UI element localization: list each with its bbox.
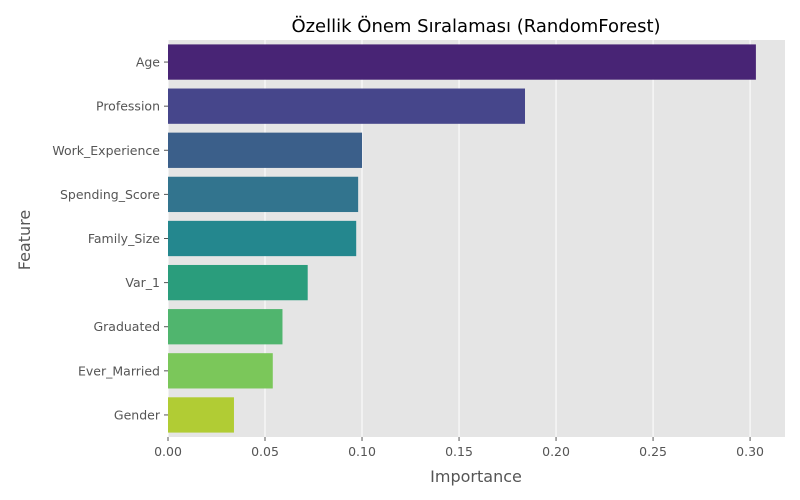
y-tick-label: Profession — [96, 99, 160, 114]
x-tick-label: 0.10 — [348, 444, 376, 459]
x-tick-label: 0.30 — [736, 444, 764, 459]
bar-gender — [168, 397, 234, 433]
x-axis-ticks: 0.00 0.05 0.10 0.15 0.20 0.25 0.30 — [154, 437, 764, 459]
x-axis-label: Importance — [430, 467, 522, 486]
y-axis-label: Feature — [15, 210, 34, 270]
x-tick-label: 0.00 — [154, 444, 182, 459]
x-tick-label: 0.15 — [445, 444, 473, 459]
x-tick-label: 0.05 — [251, 444, 279, 459]
y-tick-label: Ever_Married — [78, 363, 160, 378]
bar-work-experience — [168, 132, 363, 168]
y-tick-label: Graduated — [93, 319, 160, 334]
y-tick-label: Work_Experience — [52, 143, 160, 158]
x-tick-label: 0.20 — [542, 444, 570, 459]
bar-ever-married — [168, 353, 273, 389]
bars — [168, 44, 756, 433]
y-tick-label: Spending_Score — [60, 187, 160, 202]
bar-age — [168, 44, 756, 80]
bar-profession — [168, 88, 526, 124]
bar-spending-score — [168, 176, 359, 213]
y-tick-label: Age — [136, 55, 160, 70]
y-axis-ticks: Age Profession Work_Experience Spending_Sco… — [52, 55, 168, 422]
y-tick-label: Gender — [114, 407, 161, 422]
x-tick-label: 0.25 — [639, 444, 667, 459]
y-tick-label: Family_Size — [88, 231, 160, 246]
y-tick-label: Var_1 — [125, 275, 160, 290]
bar-graduated — [168, 309, 283, 345]
bar-family-size — [168, 220, 357, 257]
bar-var-1 — [168, 264, 308, 301]
chart-title: Özellik Önem Sıralaması (RandomForest) — [291, 15, 660, 37]
